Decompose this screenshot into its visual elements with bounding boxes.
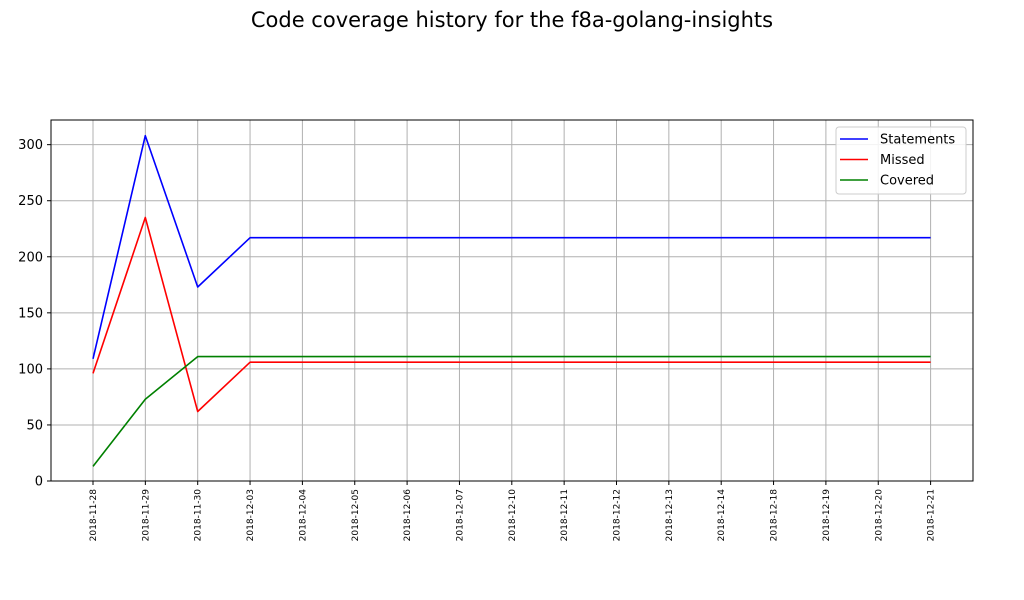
x-tick-label: 2018-12-05 — [351, 489, 361, 541]
x-tick-label: 2018-12-04 — [298, 489, 308, 542]
x-tick-label: 2018-12-12 — [613, 489, 623, 541]
legend-label-missed: Missed — [880, 153, 925, 168]
y-tick-label: 300 — [18, 138, 43, 153]
y-tick-label: 50 — [26, 418, 43, 433]
x-tick-label: 2018-11-29 — [141, 489, 151, 542]
y-tick-label: 200 — [18, 250, 43, 265]
legend-box — [835, 126, 967, 195]
x-tick-label: 2018-12-11 — [560, 489, 570, 541]
x-tick-label: 2018-12-07 — [455, 489, 465, 541]
legend: Statements Missed Covered — [835, 126, 967, 195]
x-tick-label: 2018-12-14 — [717, 489, 727, 542]
y-axis: 0 50 100 150 200 250 300 — [18, 138, 51, 490]
x-tick-label: 2018-12-06 — [403, 489, 413, 542]
y-tick-label: 250 — [18, 194, 43, 209]
x-tick-label: 2018-12-13 — [665, 489, 675, 541]
legend-label-covered: Covered — [880, 174, 934, 189]
x-tick-label: 2018-12-19 — [822, 489, 832, 542]
x-tick-label: 2018-12-10 — [508, 489, 518, 542]
y-tick-label: 100 — [18, 362, 43, 377]
series-line-covered — [92, 355, 931, 467]
x-tick-label: 2018-12-21 — [927, 489, 937, 541]
y-tick-label: 0 — [35, 475, 43, 490]
x-tick-label: 2018-12-03 — [246, 489, 256, 541]
chart-title: Code coverage history for the f8a-golang… — [250, 8, 774, 32]
x-tick-label: 2018-11-28 — [89, 489, 99, 542]
grid-lines — [51, 120, 973, 482]
series-line-statements — [92, 134, 931, 359]
x-tick-label: 2018-11-30 — [194, 489, 204, 542]
y-tick-label: 150 — [18, 306, 43, 321]
series-lines — [92, 134, 931, 467]
legend-label-statements: Statements — [880, 133, 955, 148]
x-tick-label: 2018-12-18 — [770, 489, 780, 542]
x-tick-label: 2018-12-20 — [874, 489, 884, 542]
x-axis: 2018-11-28 2018-11-29 2018-11-30 2018-12-03… — [89, 481, 937, 541]
series-line-missed — [92, 216, 931, 413]
